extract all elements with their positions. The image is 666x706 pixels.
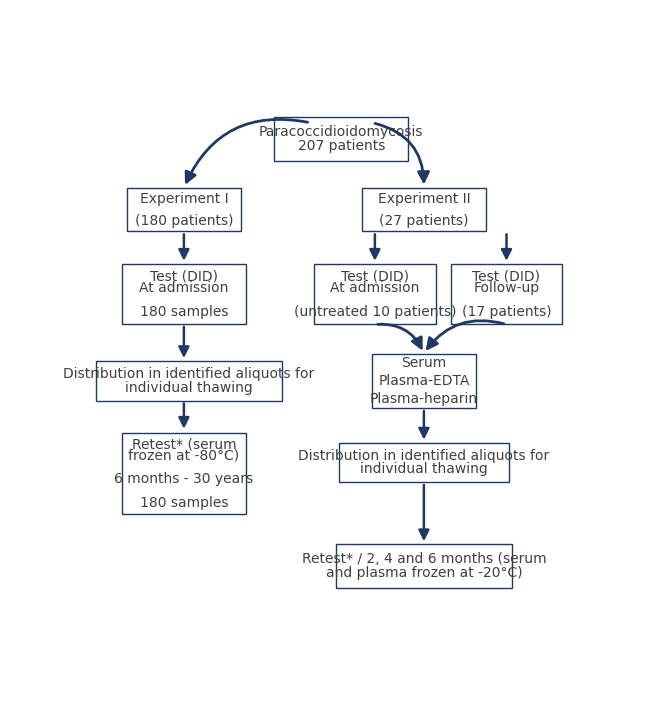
- Text: Experiment I: Experiment I: [140, 192, 228, 206]
- FancyBboxPatch shape: [451, 264, 562, 324]
- FancyBboxPatch shape: [372, 354, 476, 408]
- Text: and plasma frozen at -20°C): and plasma frozen at -20°C): [326, 566, 522, 580]
- Text: Serum: Serum: [402, 356, 446, 370]
- Text: Follow-up: Follow-up: [474, 281, 539, 295]
- Text: 6 months - 30 years: 6 months - 30 years: [115, 472, 254, 486]
- Text: frozen at -80°C): frozen at -80°C): [129, 449, 240, 463]
- Text: Test (DID): Test (DID): [472, 269, 541, 283]
- Text: Plasma-EDTA: Plasma-EDTA: [378, 374, 470, 388]
- FancyBboxPatch shape: [336, 544, 511, 587]
- Text: At admission: At admission: [139, 281, 228, 295]
- Text: individual thawing: individual thawing: [360, 462, 488, 476]
- Text: (untreated 10 patients): (untreated 10 patients): [294, 305, 456, 319]
- Text: Distribution in identified aliquots for: Distribution in identified aliquots for: [298, 449, 549, 463]
- Text: 180 samples: 180 samples: [140, 305, 228, 319]
- FancyBboxPatch shape: [339, 443, 509, 482]
- Text: (180 patients): (180 patients): [135, 214, 233, 227]
- Text: Plasma-heparin: Plasma-heparin: [370, 392, 478, 406]
- FancyBboxPatch shape: [96, 361, 282, 400]
- FancyBboxPatch shape: [122, 433, 246, 514]
- Text: 207 patients: 207 patients: [298, 139, 385, 153]
- FancyBboxPatch shape: [362, 188, 486, 232]
- Text: At admission: At admission: [330, 281, 420, 295]
- FancyBboxPatch shape: [127, 188, 240, 232]
- Text: Paracoccidioidomycosis: Paracoccidioidomycosis: [259, 125, 424, 139]
- FancyBboxPatch shape: [314, 264, 436, 324]
- Text: 180 samples: 180 samples: [140, 496, 228, 510]
- Text: (27 patients): (27 patients): [379, 214, 469, 227]
- Text: individual thawing: individual thawing: [125, 381, 253, 395]
- Text: (17 patients): (17 patients): [462, 305, 551, 319]
- Text: Retest* (serum: Retest* (serum: [132, 437, 236, 451]
- Text: Experiment II: Experiment II: [378, 192, 470, 206]
- Text: Retest* / 2, 4 and 6 months (serum: Retest* / 2, 4 and 6 months (serum: [302, 551, 546, 566]
- Text: Test (DID): Test (DID): [150, 269, 218, 283]
- Text: Distribution in identified aliquots for: Distribution in identified aliquots for: [63, 367, 315, 381]
- FancyBboxPatch shape: [274, 117, 408, 161]
- Text: Test (DID): Test (DID): [341, 269, 409, 283]
- FancyBboxPatch shape: [122, 264, 246, 324]
